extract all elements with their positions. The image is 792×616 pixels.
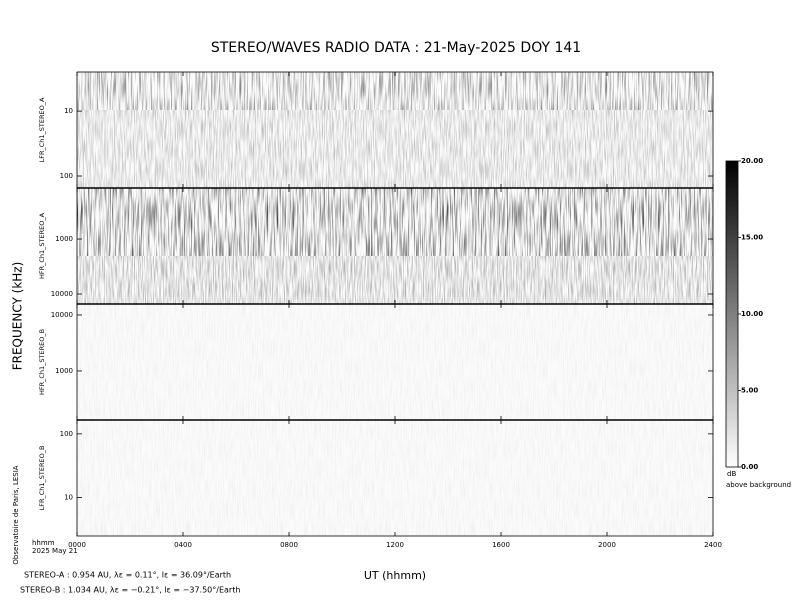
panel-texture bbox=[77, 110, 713, 188]
panel-label: HFR_Ch1_STEREO_A bbox=[38, 212, 46, 279]
y-tick-label: 1000 bbox=[55, 367, 73, 375]
y-tick-label: 100 bbox=[60, 172, 73, 180]
panel-texture bbox=[77, 188, 713, 256]
note: STEREO-B : 1.034 AU, λε = −0.21°, lε = −… bbox=[20, 586, 240, 595]
panel-label: LFR_Ch1_STEREO_A bbox=[38, 97, 46, 162]
x-axis-title: UT (hhmm) bbox=[364, 569, 426, 582]
colorbar-tick-label: 20.00 bbox=[741, 157, 763, 165]
y-tick-label: 10000 bbox=[51, 290, 73, 298]
y-axis-title: FREQUENCY (kHz) bbox=[11, 262, 25, 371]
note: STEREO-A : 0.954 AU, λε = 0.11°, lε = 36… bbox=[24, 571, 231, 580]
x-unit-label: hhmm bbox=[32, 539, 55, 547]
colorbar-sublabel: above background bbox=[726, 481, 791, 489]
colorbar-tick-label: 15.00 bbox=[741, 234, 763, 242]
x-tick-label: 1600 bbox=[492, 541, 510, 549]
x-tick-label: 2400 bbox=[704, 541, 722, 549]
colorbar-label: dB bbox=[727, 470, 736, 478]
date-label: 2025 May 21 bbox=[32, 547, 78, 555]
colorbar-tick-label: 0.00 bbox=[741, 463, 758, 471]
x-tick-label: 2000 bbox=[598, 541, 616, 549]
y-tick-label: 100 bbox=[60, 430, 73, 438]
panel-label: LFR_Ch1_STEREO_B bbox=[38, 446, 46, 511]
x-tick-label: 0800 bbox=[280, 541, 298, 549]
x-tick-label: 0400 bbox=[174, 541, 192, 549]
y-tick-label: 10 bbox=[64, 107, 73, 115]
x-tick-label: 0000 bbox=[68, 541, 86, 549]
x-tick-label: 1200 bbox=[386, 541, 404, 549]
panel-texture bbox=[77, 304, 713, 420]
colorbar bbox=[725, 160, 739, 468]
panel-texture bbox=[77, 72, 713, 110]
y-tick-label: 1000 bbox=[55, 235, 73, 243]
chart-title: STEREO/WAVES RADIO DATA : 21-May-2025 DO… bbox=[211, 40, 581, 56]
panel-label: HFR_Ch1_STEREO_B bbox=[38, 329, 46, 395]
panel-texture bbox=[77, 420, 713, 536]
y-tick-label: 10 bbox=[64, 494, 73, 502]
y-tick-label: 10000 bbox=[51, 311, 73, 319]
panel-texture bbox=[77, 256, 713, 304]
credit: Observatoire de Paris, LESIA bbox=[12, 465, 20, 564]
colorbar-tick-label: 5.00 bbox=[741, 387, 758, 395]
colorbar-tick-label: 10.00 bbox=[741, 310, 763, 318]
